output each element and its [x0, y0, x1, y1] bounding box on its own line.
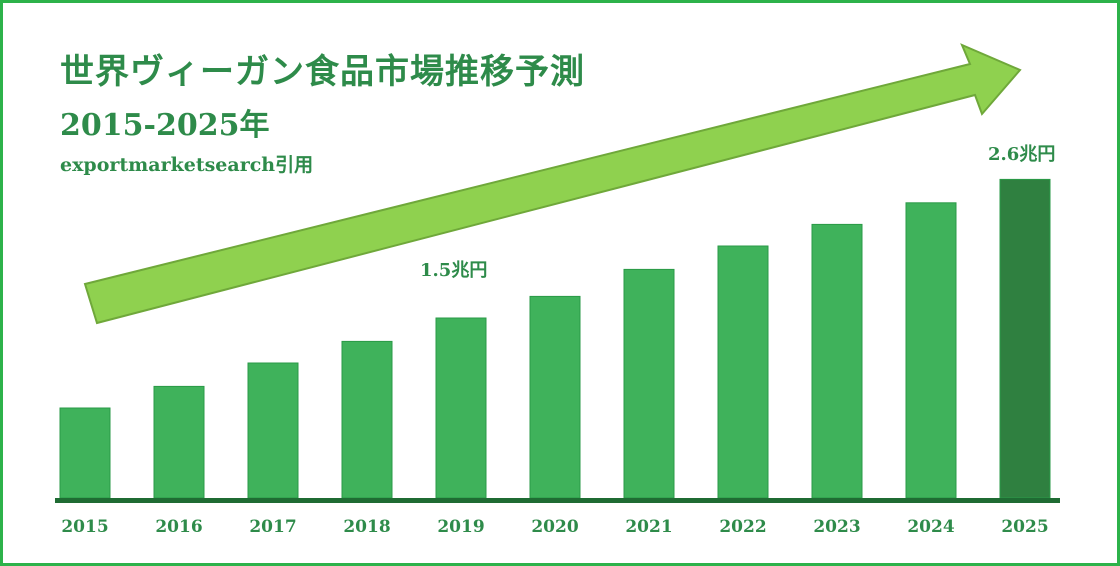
chart-baseline [55, 498, 1060, 503]
bar-2024 [905, 202, 957, 499]
x-tick-label-2018: 2018 [343, 517, 390, 537]
chart-source: exportmarketsearch引用 [60, 154, 314, 176]
bar-2020 [529, 295, 581, 499]
x-tick-labels: 2015 2016 2017 2018 2019 2020 2021 2022 2023 2024… [61, 517, 1048, 537]
x-tick-label-2019: 2019 [437, 517, 484, 537]
bar-2022 [717, 245, 769, 499]
x-tick-label-2020: 2020 [531, 517, 578, 537]
bar-2023 [811, 223, 863, 499]
x-tick-label-2024: 2024 [907, 517, 954, 537]
x-tick-label-2016: 2016 [155, 517, 202, 537]
x-tick-label-2015: 2015 [61, 517, 108, 537]
bars-group [59, 178, 1051, 499]
x-tick-label-2021: 2021 [625, 517, 672, 537]
x-tick-label-2017: 2017 [249, 517, 296, 537]
trend-arrow [83, 43, 1022, 325]
chart-title: 世界ヴィーガン食品市場推移予測 [60, 52, 585, 92]
bar-2017 [247, 362, 299, 499]
x-tick-label-2022: 2022 [719, 517, 766, 537]
bar-2021 [623, 268, 675, 499]
annotation-2019: 1.5兆円 [420, 260, 488, 281]
bar-2016 [153, 385, 205, 499]
bar-2019 [435, 317, 487, 499]
x-tick-label-2025: 2025 [1001, 517, 1048, 537]
annotation-2025: 2.6兆円 [988, 144, 1056, 165]
bar-2025 [999, 178, 1051, 499]
chart-subtitle: 2015-2025年 [60, 108, 270, 143]
bar-2015 [59, 407, 111, 499]
bar-2018 [341, 340, 393, 499]
x-tick-label-2023: 2023 [813, 517, 860, 537]
